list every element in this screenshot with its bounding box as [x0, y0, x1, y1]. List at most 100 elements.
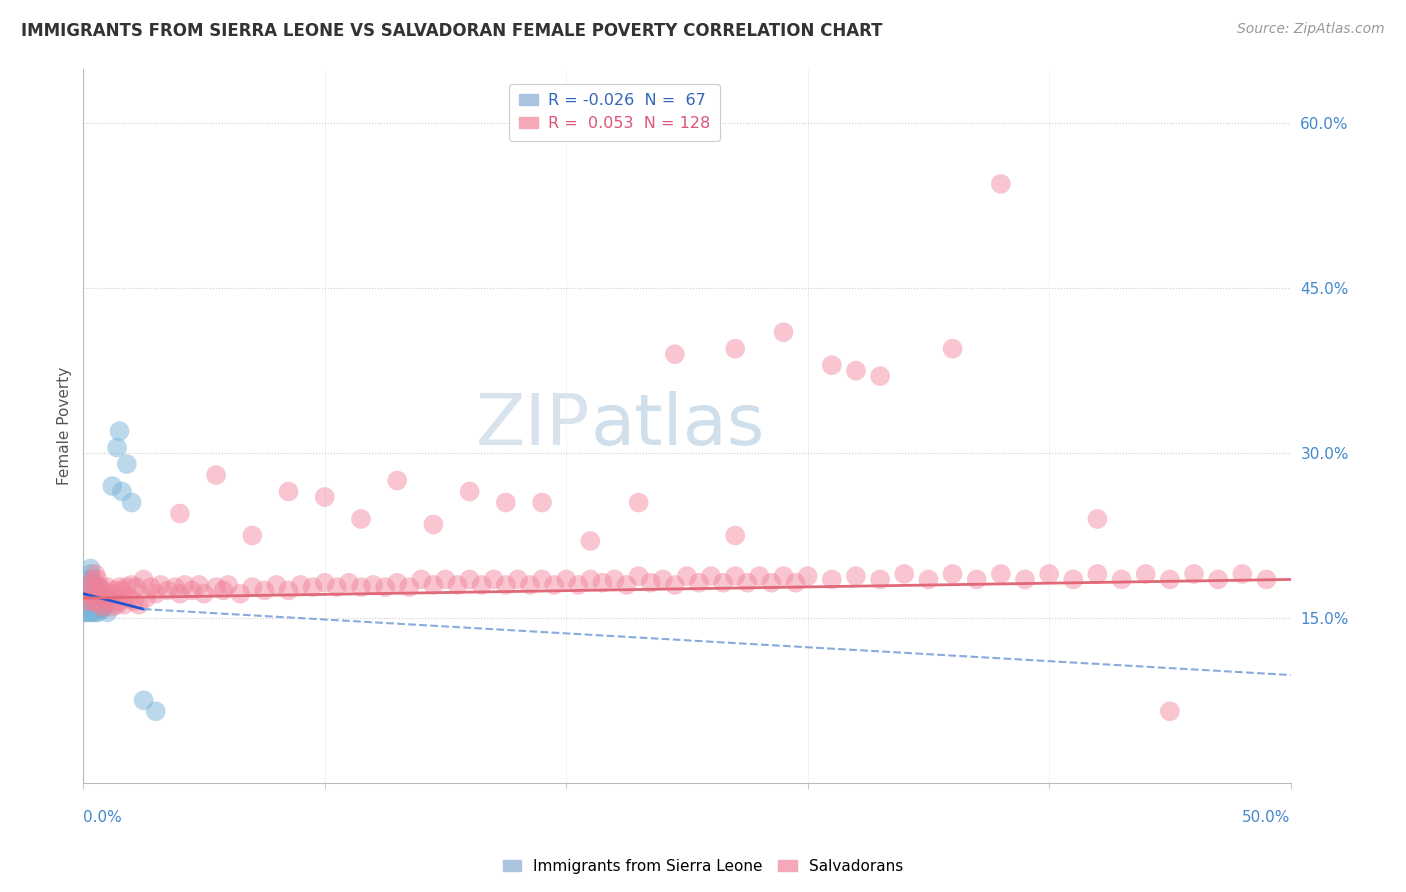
Point	[458, 573, 481, 587]
Point	[87, 594, 110, 608]
Point	[77, 578, 100, 592]
Point	[543, 578, 565, 592]
Point	[79, 606, 101, 620]
Point	[579, 573, 602, 587]
Point	[640, 575, 662, 590]
Point	[132, 573, 155, 587]
Point	[82, 591, 104, 606]
Point	[277, 484, 299, 499]
Point	[108, 594, 131, 608]
Point	[75, 599, 97, 614]
Point	[79, 591, 101, 606]
Point	[350, 580, 373, 594]
Point	[555, 573, 578, 587]
Text: Source: ZipAtlas.com: Source: ZipAtlas.com	[1237, 22, 1385, 37]
Point	[966, 573, 988, 587]
Point	[385, 575, 408, 590]
Point	[87, 591, 110, 606]
Point	[1087, 512, 1109, 526]
Point	[941, 342, 963, 356]
Point	[122, 594, 145, 608]
Point	[125, 580, 148, 594]
Point	[82, 589, 104, 603]
Point	[471, 578, 494, 592]
Point	[326, 580, 349, 594]
Point	[135, 591, 157, 606]
Point	[188, 578, 211, 592]
Point	[79, 561, 101, 575]
Point	[84, 594, 107, 608]
Text: 0.0%: 0.0%	[83, 810, 122, 825]
Point	[531, 573, 554, 587]
Point	[121, 578, 143, 592]
Point	[434, 573, 457, 587]
Point	[145, 587, 167, 601]
Point	[82, 602, 104, 616]
Point	[422, 578, 444, 592]
Point	[75, 589, 97, 603]
Point	[337, 575, 360, 590]
Point	[1206, 573, 1229, 587]
Point	[627, 495, 650, 509]
Point	[772, 325, 794, 339]
Point	[1232, 566, 1254, 581]
Point	[94, 587, 117, 601]
Point	[1135, 566, 1157, 581]
Point	[139, 580, 162, 594]
Point	[79, 589, 101, 603]
Point	[314, 575, 336, 590]
Point	[1159, 704, 1181, 718]
Point	[105, 598, 128, 612]
Point	[711, 575, 734, 590]
Point	[118, 591, 141, 606]
Point	[108, 424, 131, 438]
Point	[104, 583, 127, 598]
Point	[79, 578, 101, 592]
Point	[664, 347, 686, 361]
Point	[411, 573, 433, 587]
Point	[990, 177, 1012, 191]
Point	[79, 575, 101, 590]
Point	[87, 573, 110, 587]
Point	[84, 589, 107, 603]
Point	[173, 578, 195, 592]
Point	[96, 591, 118, 606]
Point	[169, 507, 191, 521]
Point	[79, 589, 101, 603]
Point	[217, 578, 239, 592]
Point	[89, 589, 111, 603]
Point	[253, 583, 276, 598]
Point	[616, 578, 638, 592]
Point	[361, 578, 384, 592]
Point	[76, 589, 98, 603]
Point	[1182, 566, 1205, 581]
Point	[688, 575, 710, 590]
Point	[82, 606, 104, 620]
Point	[374, 580, 396, 594]
Point	[79, 594, 101, 608]
Point	[132, 693, 155, 707]
Point	[149, 578, 172, 592]
Text: atlas: atlas	[591, 391, 765, 460]
Point	[111, 583, 134, 598]
Point	[82, 573, 104, 587]
Point	[79, 598, 101, 612]
Point	[591, 575, 613, 590]
Point	[1087, 566, 1109, 581]
Point	[84, 606, 107, 620]
Point	[77, 583, 100, 598]
Point	[77, 583, 100, 598]
Legend: Immigrants from Sierra Leone, Salvadorans: Immigrants from Sierra Leone, Salvadoran…	[496, 853, 910, 880]
Point	[82, 594, 104, 608]
Point	[240, 528, 263, 542]
Point	[700, 569, 723, 583]
Point	[301, 580, 323, 594]
Point	[79, 573, 101, 587]
Point	[724, 528, 747, 542]
Point	[89, 598, 111, 612]
Point	[101, 479, 124, 493]
Point	[627, 569, 650, 583]
Point	[82, 578, 104, 592]
Point	[869, 369, 891, 384]
Point	[169, 587, 191, 601]
